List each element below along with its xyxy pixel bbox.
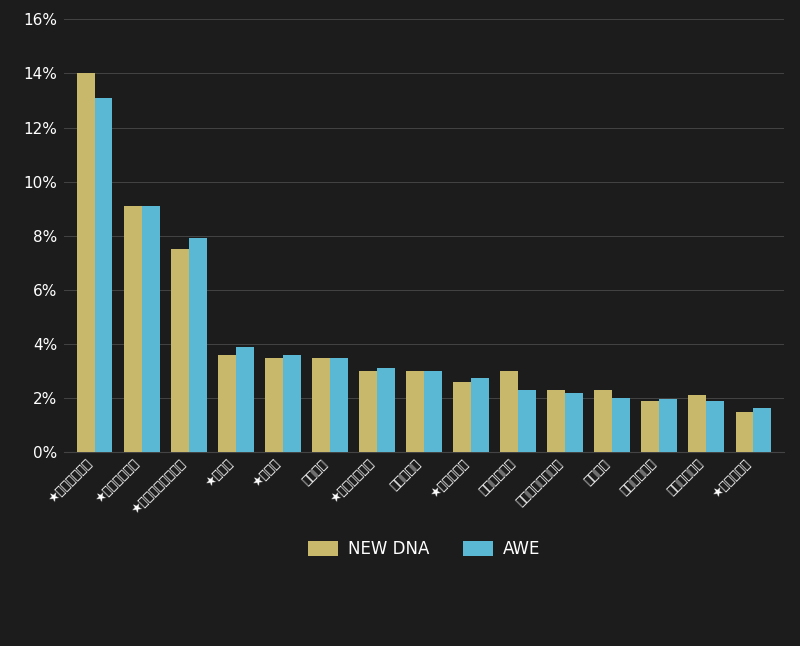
Bar bbox=[754, 408, 771, 452]
Bar bbox=[547, 390, 565, 452]
Bar bbox=[77, 74, 94, 452]
Bar bbox=[312, 357, 330, 452]
Bar bbox=[236, 347, 254, 452]
Bar bbox=[689, 395, 706, 452]
Bar bbox=[406, 371, 424, 452]
Bar bbox=[424, 371, 442, 452]
Bar bbox=[735, 412, 754, 452]
Bar bbox=[471, 378, 489, 452]
Bar bbox=[124, 206, 142, 452]
Bar bbox=[377, 368, 395, 452]
Bar bbox=[330, 357, 348, 452]
Bar bbox=[594, 390, 612, 452]
Bar bbox=[500, 371, 518, 452]
Bar bbox=[565, 393, 583, 452]
Bar bbox=[642, 401, 659, 452]
Bar bbox=[518, 390, 536, 452]
Bar bbox=[612, 398, 630, 452]
Bar bbox=[171, 249, 189, 452]
Bar bbox=[706, 401, 724, 452]
Legend: NEW DNA, AWE: NEW DNA, AWE bbox=[302, 534, 546, 565]
Bar bbox=[142, 206, 159, 452]
Bar bbox=[94, 98, 113, 452]
Bar bbox=[189, 238, 206, 452]
Bar bbox=[265, 357, 283, 452]
Bar bbox=[283, 355, 301, 452]
Bar bbox=[218, 355, 236, 452]
Bar bbox=[659, 399, 677, 452]
Bar bbox=[359, 371, 377, 452]
Bar bbox=[453, 382, 471, 452]
